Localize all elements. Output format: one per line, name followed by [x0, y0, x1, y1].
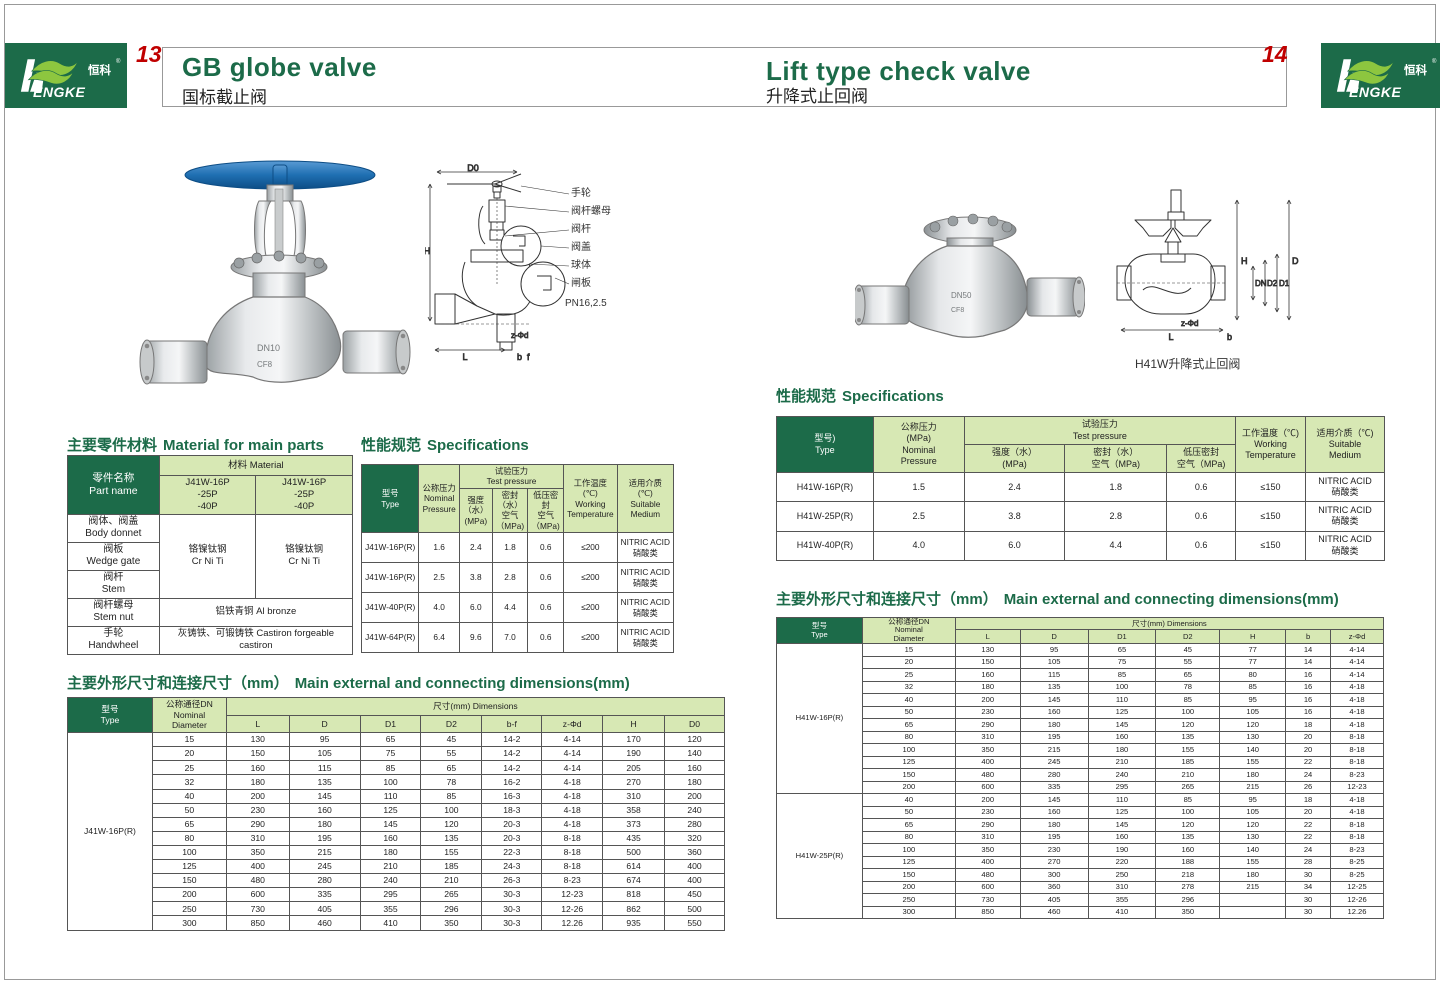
- svg-text:b: b: [1227, 332, 1232, 342]
- svg-text:z-Φd: z-Φd: [1181, 319, 1199, 328]
- svg-text:DN50: DN50: [951, 291, 972, 300]
- svg-text:D: D: [1292, 256, 1299, 266]
- svg-text:b: b: [517, 352, 522, 362]
- svg-text:z-Φd: z-Φd: [511, 331, 529, 340]
- svg-text:f: f: [527, 352, 530, 362]
- svg-text:阀盖: 阀盖: [571, 240, 591, 253]
- svg-text:L: L: [462, 352, 467, 362]
- svg-text:CF8: CF8: [257, 360, 273, 369]
- svg-text:H41W升降式止回阀: H41W升降式止回阀: [1135, 357, 1240, 371]
- svg-text:L: L: [1168, 332, 1173, 342]
- svg-text:D2: D2: [1267, 279, 1278, 288]
- svg-text:闸板: 闸板: [571, 276, 591, 289]
- svg-text:CF8: CF8: [951, 307, 964, 314]
- svg-text:阀杆螺母: 阀杆螺母: [571, 204, 611, 217]
- svg-text:阀杆: 阀杆: [571, 222, 591, 235]
- svg-text:D1: D1: [1279, 279, 1290, 288]
- svg-text:手轮: 手轮: [571, 186, 591, 199]
- svg-text:D0: D0: [467, 163, 479, 173]
- svg-text:PN16,2.5: PN16,2.5: [565, 298, 607, 309]
- svg-text:DN10: DN10: [257, 343, 280, 353]
- svg-text:球体: 球体: [571, 258, 591, 271]
- svg-text:H: H: [425, 246, 430, 256]
- svg-text:H: H: [1241, 256, 1248, 266]
